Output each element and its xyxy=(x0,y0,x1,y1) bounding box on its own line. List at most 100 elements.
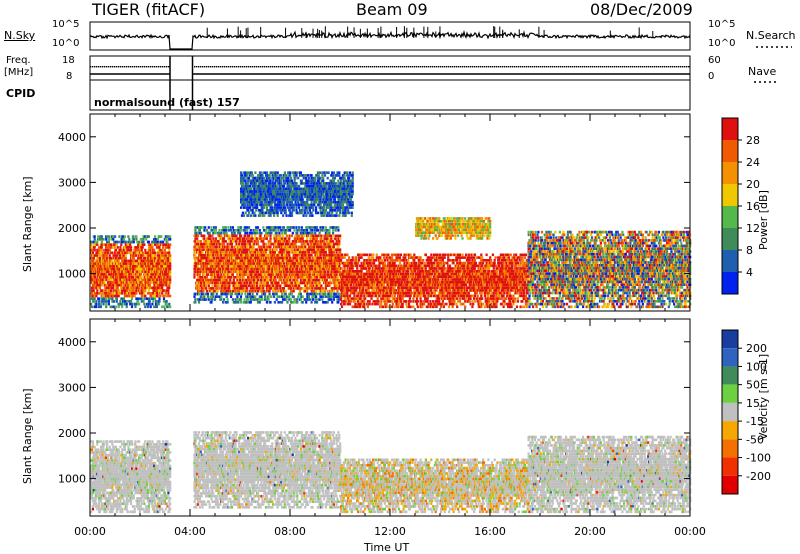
nave-dot xyxy=(598,66,599,67)
data-cell xyxy=(108,241,110,244)
data-cell xyxy=(118,289,120,292)
data-cell xyxy=(297,295,299,298)
data-cell xyxy=(240,295,242,298)
data-cell xyxy=(156,292,158,295)
data-cell xyxy=(157,238,159,241)
nave-dot xyxy=(372,66,373,67)
data-cell xyxy=(212,237,214,240)
nave-dot xyxy=(398,66,399,67)
data-cell xyxy=(206,265,208,268)
data-cell xyxy=(320,243,322,246)
nave-dot xyxy=(108,66,109,67)
data-cell xyxy=(91,292,93,295)
data-cell xyxy=(273,235,275,238)
data-cell xyxy=(309,273,311,276)
nave-dot xyxy=(576,66,577,67)
nave-dot xyxy=(346,66,347,67)
data-cell xyxy=(307,243,309,246)
data-cell xyxy=(95,303,97,306)
nave-dot xyxy=(406,66,407,67)
nave-dot xyxy=(138,66,139,67)
data-cell xyxy=(286,301,288,304)
nave-dot xyxy=(166,66,167,67)
data-cell xyxy=(108,303,110,306)
data-cell xyxy=(296,298,298,301)
data-cell xyxy=(158,303,160,306)
data-cell xyxy=(211,284,213,287)
data-cell xyxy=(306,229,308,232)
data-cell xyxy=(142,238,144,241)
data-cell xyxy=(316,276,318,279)
data-cell xyxy=(244,293,246,296)
data-cell xyxy=(142,297,144,300)
data-cell xyxy=(115,249,117,252)
data-cell xyxy=(287,243,289,246)
data-cell xyxy=(268,243,270,246)
nave-dot xyxy=(344,66,345,67)
data-cell xyxy=(230,276,232,279)
data-cell xyxy=(309,298,311,301)
nave-dot xyxy=(458,66,459,67)
data-cell xyxy=(231,243,233,246)
data-cell xyxy=(103,281,105,284)
nave-dot xyxy=(196,66,197,67)
data-cell xyxy=(110,292,112,295)
data-cell xyxy=(246,282,248,285)
data-cell xyxy=(169,276,171,279)
nsky-line xyxy=(90,32,690,49)
data-cell xyxy=(148,297,150,300)
data-cell xyxy=(328,232,330,235)
data-cell xyxy=(225,229,227,232)
data-cell xyxy=(194,301,196,304)
data-cell xyxy=(217,290,219,293)
data-cell xyxy=(250,282,252,285)
data-cell xyxy=(199,273,201,276)
nave-dot xyxy=(212,66,213,67)
data-cell xyxy=(244,237,246,240)
data-cell xyxy=(126,289,128,292)
data-cell xyxy=(256,293,258,296)
nave-dot xyxy=(480,66,481,67)
data-cell xyxy=(248,235,250,238)
data-cell xyxy=(274,243,276,246)
data-cell xyxy=(212,295,214,298)
nave-dot xyxy=(470,66,471,67)
data-cell xyxy=(296,301,298,304)
data-cell xyxy=(134,295,136,298)
nave-dot xyxy=(350,66,351,67)
data-cell xyxy=(246,251,248,254)
data-cell xyxy=(311,282,313,285)
data-cell xyxy=(336,293,338,296)
data-cell xyxy=(343,289,345,292)
data-cell xyxy=(220,295,222,298)
nave-dot xyxy=(442,66,443,67)
data-cell xyxy=(225,240,227,243)
data-cell xyxy=(138,241,140,244)
data-cell xyxy=(325,287,327,290)
data-cell xyxy=(215,237,217,240)
data-cell xyxy=(213,243,215,246)
nave-dot xyxy=(366,66,367,67)
nave-dot xyxy=(526,66,527,67)
data-cell xyxy=(95,300,97,303)
data-cell xyxy=(193,273,195,276)
nave-dot xyxy=(648,66,649,67)
data-cell xyxy=(308,295,310,298)
data-cell xyxy=(102,279,104,282)
data-cell xyxy=(293,295,295,298)
data-cell xyxy=(320,235,322,238)
data-cell xyxy=(265,243,267,246)
nave-dot xyxy=(206,66,207,67)
data-cell xyxy=(196,237,198,240)
nave-dot xyxy=(506,66,507,67)
nave-dot xyxy=(586,66,587,67)
nave-dot xyxy=(684,66,685,67)
data-cell xyxy=(205,287,207,290)
nave-dot xyxy=(438,66,439,67)
nave-dot xyxy=(198,66,199,67)
nave-dot xyxy=(402,66,403,67)
data-cell xyxy=(320,284,322,287)
nave-dot xyxy=(640,66,641,67)
data-cell xyxy=(210,301,212,304)
nave-dot xyxy=(672,66,673,67)
